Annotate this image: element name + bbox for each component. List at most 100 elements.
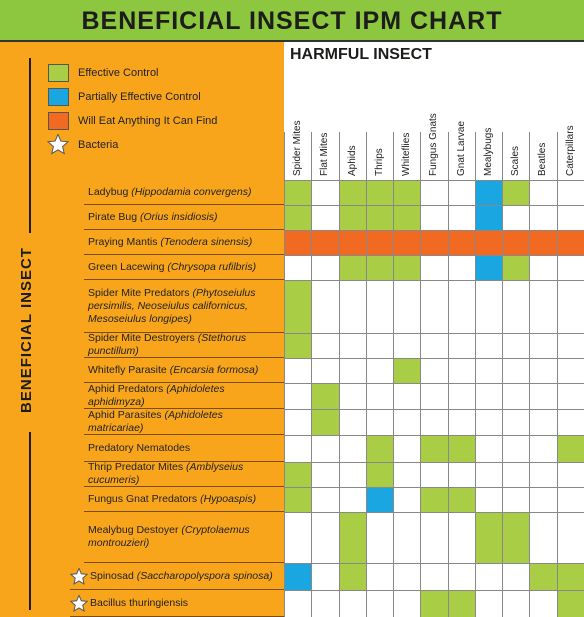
cell <box>284 383 313 410</box>
row-scientific: (Orius insidiosis) <box>139 210 218 223</box>
cell <box>556 462 584 488</box>
row-text: Green Lacewing (Chrysopa rufilbris) <box>88 261 256 274</box>
cell <box>338 462 367 488</box>
left-panel <box>0 42 284 617</box>
column-label: Fungus Gnats <box>428 113 440 176</box>
bacteria-star <box>70 594 88 612</box>
cell <box>474 462 504 488</box>
cell <box>338 435 367 463</box>
cell <box>311 255 340 281</box>
cell <box>556 205 584 231</box>
cell <box>284 487 313 513</box>
cell <box>284 205 313 231</box>
row-label: Fungus Gnat Predators (Hypoaspis) <box>84 487 284 512</box>
cell <box>502 512 531 564</box>
row-label: Spider Mite Destroyers (Stethorus puncti… <box>84 332 284 358</box>
cell <box>502 435 531 463</box>
header: HARMFUL INSECT <box>290 46 432 63</box>
cell <box>311 487 340 513</box>
cell <box>447 280 476 334</box>
cell <box>556 230 584 256</box>
row-label: Spider Mite Predators (Phytoseiulus pers… <box>84 280 284 333</box>
cell <box>311 383 340 410</box>
legend-swatch <box>48 88 69 106</box>
row-name: Aphid Parasites <box>88 408 162 421</box>
cell <box>556 512 584 564</box>
cell <box>529 590 558 617</box>
row-text: Ladybug (Hippodamia convergens) <box>88 186 251 199</box>
cell <box>474 205 504 231</box>
cell <box>365 462 395 488</box>
cell <box>556 180 584 206</box>
row-label: Ladybug (Hippodamia convergens) <box>84 180 284 205</box>
cell <box>284 255 313 281</box>
row-name: Spider Mite Destroyers <box>88 332 195 344</box>
column-label: Beatles <box>537 142 549 176</box>
cell <box>502 563 531 591</box>
cell <box>338 230 367 256</box>
cell <box>365 590 395 617</box>
row-text: Thrip Predator Mites (Amblyseius cucumer… <box>88 461 280 487</box>
cell <box>365 435 395 463</box>
legend-label: Effective Control <box>78 67 159 79</box>
cell <box>393 180 422 206</box>
row-label: Praying Mantis (Tenodera sinensis) <box>84 230 284 255</box>
cell <box>311 180 340 206</box>
cell <box>502 462 531 488</box>
column-label: Caterpillars <box>564 125 576 176</box>
cell <box>338 358 367 384</box>
row-scientific: (Phytoseiulus persimilis, Neoseiulus cal… <box>88 286 256 325</box>
legend-label: Bacteria <box>78 139 119 151</box>
cell <box>474 435 504 463</box>
row-label: Thrip Predator Mites (Amblyseius cucumer… <box>84 461 284 487</box>
row-name: Praying Mantis <box>88 235 158 248</box>
cell <box>447 462 476 488</box>
cell <box>338 487 367 513</box>
row-name: Ladybug <box>88 185 129 198</box>
cell <box>420 280 449 334</box>
row-scientific: (Cryptolaemus montrouzieri) <box>88 524 250 549</box>
cell <box>365 230 395 256</box>
cell <box>284 333 313 359</box>
row-text: Spinosad (Saccharopolyspora spinosa) <box>74 570 273 583</box>
cell <box>447 205 476 231</box>
row-scientific: (Tenodera sinensis) <box>160 235 253 248</box>
row-text: Spider Mite Destroyers (Stethorus puncti… <box>88 332 280 358</box>
row-label: Whitefly Parasite (Encarsia formosa) <box>84 358 284 383</box>
cell <box>365 358 395 384</box>
cell <box>502 383 531 410</box>
cell <box>393 205 422 231</box>
cell <box>311 462 340 488</box>
cell <box>474 383 504 410</box>
cell <box>420 180 449 206</box>
cell <box>365 409 395 436</box>
row-name: Green Lacewing <box>88 260 165 273</box>
row-label: Aphid Parasites (Aphidoletes matricariae… <box>84 409 284 435</box>
cell <box>393 590 422 617</box>
side-label: BENEFICIAL INSECT <box>18 247 35 413</box>
cell <box>393 230 422 256</box>
cell <box>311 333 340 359</box>
cell <box>529 512 558 564</box>
row-scientific: (Aphidoletes aphidimyza) <box>88 382 225 408</box>
row-name: Bacillus thuringiensis <box>90 596 189 609</box>
cell <box>393 333 422 359</box>
cell <box>556 409 584 436</box>
cell <box>556 487 584 513</box>
row-scientific: (Saccharopolyspora spinosa) <box>136 569 273 582</box>
row-name: Pirate Bug <box>88 210 138 223</box>
row-scientific: (Encarsia formosa) <box>169 363 259 376</box>
cell <box>420 230 449 256</box>
cell <box>529 255 558 281</box>
cell <box>529 333 558 359</box>
cell <box>502 230 531 256</box>
cell <box>338 205 367 231</box>
cell <box>529 230 558 256</box>
cell <box>529 563 558 591</box>
row-scientific: (Stethorus punctillum) <box>88 332 247 357</box>
cell <box>420 590 449 617</box>
cell <box>529 358 558 384</box>
row-text: Predatory Nematodes <box>88 442 190 455</box>
column-label: Thrips <box>373 148 385 176</box>
